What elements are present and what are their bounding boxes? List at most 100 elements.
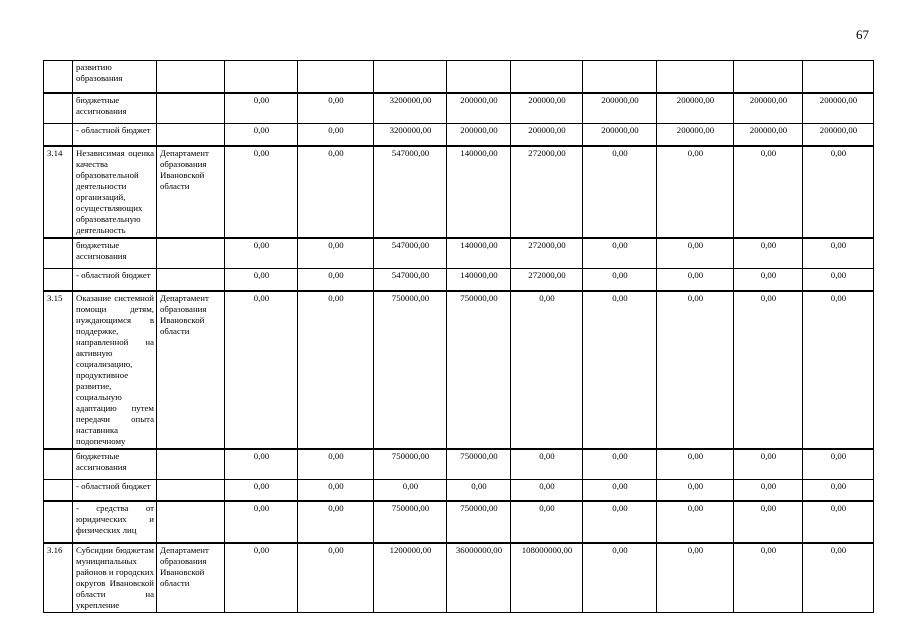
row-number-cell: 3.15 bbox=[43, 289, 73, 449]
executor-cell bbox=[156, 91, 225, 124]
value-cell bbox=[297, 60, 374, 93]
value-cell: 140000,00 bbox=[446, 268, 511, 291]
value-cell: 0,00 bbox=[510, 289, 583, 449]
executor-cell bbox=[156, 447, 225, 480]
measure-name-cell: Оказание системной помощи детям, нуждающ… bbox=[72, 289, 157, 449]
row-number-cell bbox=[43, 268, 73, 291]
value-cell: 200000,00 bbox=[446, 123, 511, 146]
value-cell bbox=[510, 60, 583, 93]
value-cell bbox=[373, 60, 447, 93]
value-cell: 200000,00 bbox=[802, 123, 874, 146]
value-cell: 0,00 bbox=[656, 236, 734, 269]
value-cell: 0,00 bbox=[582, 541, 657, 613]
value-cell: 0,00 bbox=[582, 499, 657, 543]
value-cell: 3200000,00 bbox=[373, 91, 447, 124]
row-number-cell bbox=[43, 91, 73, 124]
row-number-cell bbox=[43, 123, 73, 146]
measure-name-cell: развитию образования bbox=[72, 60, 157, 93]
row-number-cell bbox=[43, 447, 73, 480]
value-cell: 0,00 bbox=[224, 289, 298, 449]
value-cell: 0,00 bbox=[224, 236, 298, 269]
value-cell: 0,00 bbox=[656, 268, 734, 291]
value-cell: 0,00 bbox=[802, 144, 874, 238]
value-cell: 272000,00 bbox=[510, 268, 583, 291]
value-cell: 0,00 bbox=[297, 268, 374, 291]
value-cell: 140000,00 bbox=[446, 144, 511, 238]
value-cell: 0,00 bbox=[224, 479, 298, 501]
value-cell: 0,00 bbox=[733, 499, 803, 543]
value-cell: 108000000,00 bbox=[510, 541, 583, 613]
value-cell: 750000,00 bbox=[446, 447, 511, 480]
value-cell: 200000,00 bbox=[733, 123, 803, 146]
value-cell bbox=[802, 60, 874, 93]
table-row: - средства от юридических и физических л… bbox=[43, 499, 874, 543]
value-cell: 0,00 bbox=[656, 289, 734, 449]
value-cell: 272000,00 bbox=[510, 236, 583, 269]
value-cell: 0,00 bbox=[297, 289, 374, 449]
value-cell: 0,00 bbox=[582, 289, 657, 449]
measure-name-cell: Независимая оценка качества образователь… bbox=[72, 144, 157, 238]
value-cell: 750000,00 bbox=[446, 499, 511, 543]
measure-name-cell: Субсидии бюджетам муниципальных районов … bbox=[72, 541, 157, 613]
value-cell: 547000,00 bbox=[373, 268, 447, 291]
value-cell: 0,00 bbox=[297, 236, 374, 269]
value-cell: 0,00 bbox=[297, 479, 374, 501]
value-cell: 0,00 bbox=[802, 541, 874, 613]
value-cell: 750000,00 bbox=[373, 289, 447, 449]
value-cell: 0,00 bbox=[297, 91, 374, 124]
executor-cell bbox=[156, 499, 225, 543]
value-cell: 200000,00 bbox=[656, 123, 734, 146]
value-cell: 0,00 bbox=[224, 123, 298, 146]
row-number-cell: 3.14 bbox=[43, 144, 73, 238]
measure-name-cell: бюджетные ассигнования bbox=[72, 91, 157, 124]
value-cell: 0,00 bbox=[224, 91, 298, 124]
value-cell: 0,00 bbox=[224, 268, 298, 291]
value-cell: 0,00 bbox=[446, 479, 511, 501]
value-cell: 0,00 bbox=[373, 479, 447, 501]
value-cell: 0,00 bbox=[582, 144, 657, 238]
value-cell: 0,00 bbox=[733, 541, 803, 613]
value-cell: 200000,00 bbox=[802, 91, 874, 124]
value-cell: 200000,00 bbox=[656, 91, 734, 124]
value-cell: 0,00 bbox=[733, 144, 803, 238]
value-cell: 0,00 bbox=[297, 499, 374, 543]
value-cell: 0,00 bbox=[297, 123, 374, 146]
table-row: 3.16 Субсидии бюджетам муниципальных райо… bbox=[43, 541, 874, 613]
value-cell: 200000,00 bbox=[510, 123, 583, 146]
value-cell: 200000,00 bbox=[510, 91, 583, 124]
value-cell bbox=[224, 60, 298, 93]
table-row: бюджетные ассигнования 0,00 0,00 750000,00 7… bbox=[43, 447, 874, 480]
executor-cell: Департамент образования Ивановской облас… bbox=[156, 144, 225, 238]
value-cell bbox=[656, 60, 734, 93]
value-cell: 0,00 bbox=[656, 447, 734, 480]
value-cell: 0,00 bbox=[582, 447, 657, 480]
value-cell: 0,00 bbox=[224, 499, 298, 543]
table-row: - областной бюджет 0,00 0,00 3200000,00 2000… bbox=[43, 123, 874, 146]
value-cell: 0,00 bbox=[802, 236, 874, 269]
executor-cell bbox=[156, 123, 225, 146]
value-cell: 0,00 bbox=[733, 479, 803, 501]
value-cell: 0,00 bbox=[582, 236, 657, 269]
executor-cell: Департамент образования Ивановской облас… bbox=[156, 541, 225, 613]
value-cell: 0,00 bbox=[297, 144, 374, 238]
value-cell: 0,00 bbox=[224, 447, 298, 480]
measure-name-cell: бюджетные ассигнования bbox=[72, 236, 157, 269]
table-row: 3.15 Оказание системной помощи детям, нуж… bbox=[43, 289, 874, 449]
value-cell: 200000,00 bbox=[582, 123, 657, 146]
value-cell: 0,00 bbox=[656, 479, 734, 501]
value-cell: 0,00 bbox=[733, 447, 803, 480]
value-cell: 0,00 bbox=[802, 289, 874, 449]
value-cell: 272000,00 bbox=[510, 144, 583, 238]
page-number: 67 bbox=[856, 27, 869, 42]
table-row: бюджетные ассигнования 0,00 0,00 3200000,00… bbox=[43, 91, 874, 124]
table-row: развитию образования bbox=[43, 60, 874, 93]
value-cell: 1200000,00 bbox=[373, 541, 447, 613]
table-row: - областной бюджет 0,00 0,00 547000,00 14000… bbox=[43, 268, 874, 291]
value-cell: 750000,00 bbox=[373, 447, 447, 480]
value-cell: 3200000,00 bbox=[373, 123, 447, 146]
measure-name-cell: - средства от юридических и физических л… bbox=[72, 499, 157, 543]
value-cell: 0,00 bbox=[297, 541, 374, 613]
table-row: 3.14 Независимая оценка качества образова… bbox=[43, 144, 874, 238]
value-cell: 0,00 bbox=[224, 541, 298, 613]
